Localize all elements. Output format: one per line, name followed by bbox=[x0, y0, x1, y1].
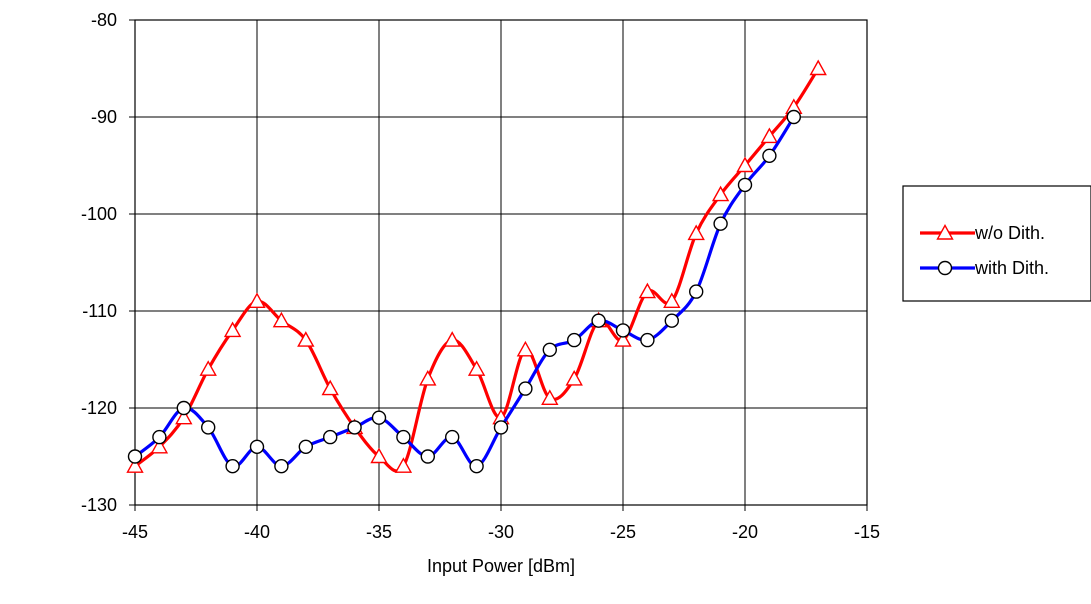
legend-label: w/o Dith. bbox=[974, 223, 1045, 243]
x-tick-label: -35 bbox=[366, 522, 392, 542]
data-point bbox=[638, 282, 657, 299]
legend-box bbox=[902, 185, 1091, 302]
x-tick-label: -20 bbox=[732, 522, 758, 542]
data-point bbox=[225, 459, 240, 474]
data-point bbox=[516, 340, 535, 357]
data-point bbox=[297, 331, 315, 347]
data-point bbox=[762, 148, 777, 164]
x-axis: -45 -40 -35 -30 -25 -20 -15 bbox=[122, 505, 880, 542]
y-tick-label: -80 bbox=[91, 10, 117, 30]
data-point bbox=[614, 331, 632, 347]
y-tick-label: -100 bbox=[81, 204, 117, 224]
y-tick-label: -110 bbox=[82, 301, 117, 321]
series-without-dithering bbox=[126, 59, 827, 473]
data-point bbox=[248, 292, 266, 308]
data-point bbox=[541, 389, 559, 405]
data-point bbox=[567, 332, 582, 348]
data-point bbox=[126, 457, 144, 473]
legend: w/o Dith. with Dith. bbox=[902, 185, 1091, 302]
x-tick-label: -25 bbox=[610, 522, 636, 542]
data-point bbox=[394, 457, 413, 473]
data-point bbox=[565, 369, 583, 386]
data-point bbox=[493, 420, 509, 435]
data-point bbox=[127, 449, 143, 464]
legend-marker bbox=[937, 260, 953, 276]
data-point bbox=[223, 321, 242, 338]
data-point bbox=[323, 429, 338, 445]
data-point bbox=[175, 408, 193, 425]
series-layer bbox=[126, 59, 827, 474]
legend-marker bbox=[936, 224, 954, 240]
legend-item: w/o Dith. bbox=[920, 223, 1045, 243]
data-point bbox=[274, 459, 289, 474]
data-point bbox=[445, 429, 460, 445]
x-tick-label: -45 bbox=[122, 522, 148, 542]
data-point bbox=[298, 439, 313, 454]
data-point bbox=[711, 185, 730, 202]
legend-item: with Dith. bbox=[920, 258, 1049, 278]
data-point bbox=[272, 311, 291, 328]
data-point bbox=[249, 439, 265, 454]
y-tick-label: -90 bbox=[91, 107, 117, 127]
data-point bbox=[687, 224, 705, 241]
data-point bbox=[663, 292, 681, 308]
data-point bbox=[542, 342, 557, 357]
data-point bbox=[443, 331, 461, 347]
data-point bbox=[152, 429, 167, 445]
data-point bbox=[419, 369, 437, 386]
x-tick-label: -40 bbox=[244, 522, 270, 542]
data-point bbox=[736, 156, 754, 173]
x-axis-title: Input Power [dBm] bbox=[427, 556, 575, 576]
data-point bbox=[640, 332, 655, 348]
data-point bbox=[737, 177, 753, 193]
data-point bbox=[371, 410, 387, 425]
data-point bbox=[347, 420, 362, 435]
series-line bbox=[134, 67, 820, 473]
data-point bbox=[176, 400, 192, 416]
data-point bbox=[467, 360, 486, 376]
series-line bbox=[134, 116, 796, 468]
data-point bbox=[713, 216, 728, 231]
data-point bbox=[469, 459, 484, 474]
series-with-dithering bbox=[127, 109, 801, 474]
data-point bbox=[200, 420, 216, 435]
x-tick-label: -30 bbox=[488, 522, 514, 542]
data-point bbox=[809, 59, 827, 76]
data-point bbox=[150, 437, 169, 454]
data-point bbox=[396, 429, 411, 445]
data-point bbox=[615, 323, 631, 338]
y-tick-label: -120 bbox=[81, 398, 117, 418]
data-point bbox=[420, 449, 435, 464]
data-point bbox=[786, 109, 801, 125]
x-tick-label: -15 bbox=[854, 522, 880, 542]
y-tick-label: -130 bbox=[81, 495, 117, 515]
data-point bbox=[518, 381, 533, 396]
data-point bbox=[664, 313, 679, 328]
y-axis: -130 -120 -110 -100 -90 -80 bbox=[81, 10, 135, 515]
data-point bbox=[321, 379, 339, 396]
data-point bbox=[760, 127, 779, 144]
data-point bbox=[591, 313, 606, 328]
data-point bbox=[370, 447, 388, 464]
data-point bbox=[199, 360, 217, 376]
legend-label: with Dith. bbox=[974, 258, 1049, 278]
data-point bbox=[689, 284, 704, 299]
